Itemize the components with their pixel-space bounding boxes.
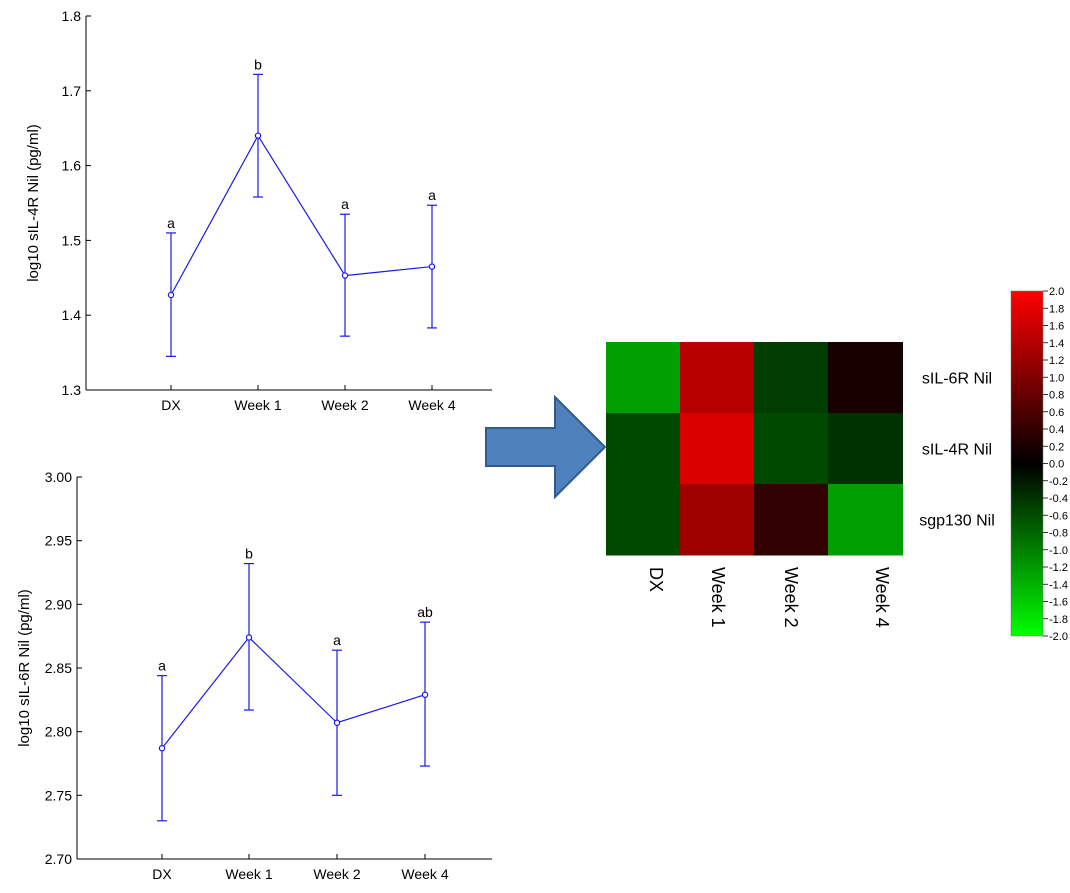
color-scale-tick-label: -1.2 [1049,562,1068,574]
heatmap-cell [754,413,829,485]
significance-label: a [167,215,175,231]
significance-label: b [245,546,253,562]
sil4r-line-chart: 1.3 1.4 1.5 1.6 1.7 1.8 DX Week 1 Week 2 Week 4 lo… [25,8,492,413]
y-axis-label: log10 sIL-6R Nil (pg/ml) [16,589,33,747]
color-scale-tick-label: 1.4 [1049,338,1064,350]
heatmap-column-label: Week 4 [872,567,892,628]
data-point [167,291,175,299]
heatmap-cell [754,484,829,556]
x-tick-label: Week 1 [234,397,281,413]
data-point [254,132,262,139]
heatmap-column-label: DX [646,567,666,592]
color-scale-tick-label: -0.8 [1049,528,1068,540]
y-tick-label: 2.85 [45,660,72,676]
y-tick-label: 2.80 [45,724,72,740]
heatmap-column-label: Week 1 [708,567,728,628]
significance-label: b [254,56,262,72]
heatmap-cell [606,413,681,485]
sil6r-line-chart: 2.70 2.75 2.80 2.85 2.90 2.95 3.00 DX Week 1 Week… [16,469,492,882]
heatmap-cell [828,484,903,556]
heatmap-cell [828,342,903,414]
color-scale-tick-label: 1.8 [1049,303,1064,315]
color-scale-tick-label: -0.2 [1049,476,1068,488]
heatmap-cell [828,413,903,485]
significance-label: a [428,187,436,203]
color-scale-tick-label: -1.0 [1049,545,1068,557]
heatmap-row-label: sIL-4R Nil [922,442,992,459]
y-tick-label: 2.95 [45,533,72,549]
color-scale-tick-label: -0.4 [1049,493,1068,505]
color-scale-tick-label: -1.6 [1049,597,1068,609]
color-scale-tick-label: 0.0 [1049,459,1064,471]
color-scale-gradient [1010,290,1044,637]
color-scale-tick-label: 2.0 [1049,286,1064,298]
color-scale-tick-label: 0.8 [1049,390,1064,402]
heatmap-color-scale: 2.0 1.8 1.6 1.4 1.2 1.0 0.8 0.6 0.4 0.2 0.0 -0.2 -0.… [1010,286,1068,643]
x-tick-label: DX [152,866,172,882]
y-tick-label: 2.90 [45,596,72,612]
color-scale-tick-label: 1.6 [1049,321,1064,333]
data-point [421,691,429,698]
heatmap-cell [606,484,681,556]
y-tick-label: 1.4 [62,307,82,323]
x-tick-label: Week 2 [321,397,368,413]
color-scale-tick-label: 0.4 [1049,424,1064,436]
significance-label: a [341,196,349,212]
heatmap-cell [680,413,755,485]
color-scale-tick-label: -1.8 [1049,614,1068,626]
y-tick-label: 1.3 [62,382,82,398]
x-tick-label: Week 4 [408,397,455,413]
y-tick-label: 2.70 [45,851,72,867]
y-tick-label: 2.75 [45,787,72,803]
significance-label: a [158,658,166,674]
series-line [170,134,433,296]
y-tick-label: 1.6 [62,158,82,174]
x-tick-label: DX [161,397,181,413]
data-point [245,634,253,641]
series-line [161,636,426,749]
data-point [341,272,349,279]
heatmap-column-label: Week 2 [781,567,801,628]
color-scale-tick-label: -0.6 [1049,510,1068,522]
y-tick-label: 1.5 [62,232,82,248]
heatmap-chart: sIL-6R Nil sIL-4R Nil sgp130 Nil DX Week 1 We… [606,342,995,628]
x-tick-label: Week 1 [225,866,272,882]
color-scale-tick-label: -1.4 [1049,579,1068,591]
data-point [158,745,166,752]
heatmap-cell [680,484,755,556]
heatmap-cell [754,342,829,414]
y-tick-label: 1.8 [62,8,82,24]
color-scale-tick-label: 0.2 [1049,441,1064,453]
significance-label: ab [417,604,433,620]
color-scale-tick-label: 1.2 [1049,355,1064,367]
x-tick-label: Week 2 [313,866,360,882]
data-point [428,263,436,270]
data-point [333,719,341,726]
heatmap-row-label: sgp130 Nil [919,513,995,530]
color-scale-tick-label: -2.0 [1049,631,1068,643]
color-scale-tick-label: 1.0 [1049,372,1064,384]
y-tick-label: 3.00 [45,469,72,485]
significance-label: a [333,632,341,648]
right-arrow-icon [485,394,607,500]
color-scale-tick-label: 0.6 [1049,407,1064,419]
heatmap-cell [606,342,681,414]
y-tick-label: 1.7 [62,83,82,99]
heatmap-cell [680,342,755,414]
heatmap-row-label: sIL-6R Nil [922,371,992,388]
y-axis-label: log10 sIL-4R Nil (pg/ml) [25,124,42,282]
x-tick-label: Week 4 [401,866,448,882]
